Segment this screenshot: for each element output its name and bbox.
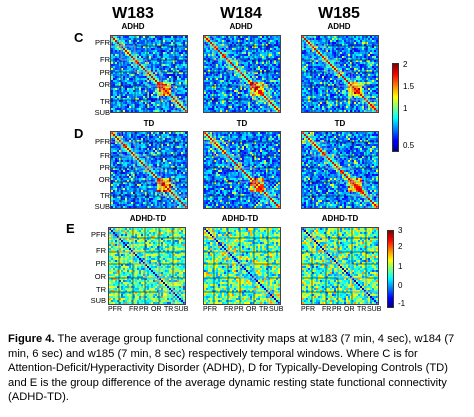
colorbar-tick: -1 xyxy=(398,299,406,308)
x-axis-labels-e2: PFR FR PR OR TR SUB xyxy=(203,306,283,316)
y-label: PFR xyxy=(95,137,110,146)
y-label: PR xyxy=(99,163,110,172)
caption-text: The average group functional connectivit… xyxy=(8,333,455,403)
condition-label-c2: ADHD xyxy=(229,22,253,31)
x-label: TR xyxy=(259,306,269,313)
colorbar-tick: 2 xyxy=(403,60,408,69)
window-title-w185: W185 xyxy=(318,5,360,22)
x-label: FR xyxy=(322,306,332,313)
y-label: FR xyxy=(100,151,110,160)
y-label: SUB xyxy=(90,296,106,305)
x-label: FR xyxy=(129,306,139,313)
x-label: PR xyxy=(332,306,342,313)
colorbar-tick: 0.5 xyxy=(403,141,415,150)
connectivity-matrix-e-w184 xyxy=(203,227,281,305)
condition-label-e1: ADHD-TD xyxy=(129,214,167,223)
y-label: OR xyxy=(98,175,110,184)
y-label: PR xyxy=(95,259,106,268)
y-label: FR xyxy=(96,246,106,255)
x-label: SUB xyxy=(174,306,189,313)
colorbar-difference xyxy=(387,230,394,308)
x-label: TR xyxy=(164,306,174,313)
x-label: FR xyxy=(224,306,234,313)
x-label: SUB xyxy=(367,306,382,313)
x-label: OR xyxy=(246,306,257,313)
connectivity-matrix-d-w185 xyxy=(301,131,379,209)
condition-label-c1: ADHD xyxy=(121,22,145,31)
figure-caption: Figure 4. The average group functional c… xyxy=(8,332,466,405)
window-title-w184: W184 xyxy=(220,5,262,22)
x-label: SUB xyxy=(269,306,284,313)
y-label: TR xyxy=(100,191,110,200)
y-label: TR xyxy=(100,97,110,106)
y-label: PFR xyxy=(95,38,110,47)
y-label: PFR xyxy=(91,230,106,239)
colorbar-tick: 3 xyxy=(398,226,403,235)
connectivity-matrix-c-w184 xyxy=(203,35,281,113)
y-label: OR xyxy=(94,272,106,281)
y-label: PR xyxy=(99,68,110,77)
connectivity-matrix-e-w185 xyxy=(301,227,379,305)
y-label: TR xyxy=(96,285,106,294)
y-label: SUB xyxy=(94,202,110,211)
x-label: TR xyxy=(357,306,367,313)
condition-label-d2: TD xyxy=(236,119,248,128)
connectivity-matrix-c-w183 xyxy=(110,35,188,113)
colorbar-tick: 1 xyxy=(398,262,403,271)
connectivity-matrix-c-w185 xyxy=(301,35,379,113)
x-axis-labels-e3: PFR FR PR OR TR SUB xyxy=(301,306,381,316)
x-axis-labels-e1: PFR FR PR OR TR SUB xyxy=(108,306,188,316)
colorbar-tick: 1 xyxy=(403,104,408,113)
condition-label-e2: ADHD-TD xyxy=(221,214,259,223)
y-label: OR xyxy=(98,80,110,89)
y-label: SUB xyxy=(94,108,110,117)
caption-label: Figure 4. xyxy=(8,333,55,345)
colorbar-normal xyxy=(392,63,399,152)
condition-label-c3: ADHD xyxy=(327,22,351,31)
condition-label-d1: TD xyxy=(143,119,155,128)
connectivity-matrix-e-w183 xyxy=(108,227,186,305)
condition-label-e3: ADHD-TD xyxy=(321,214,359,223)
row-letter-c: C xyxy=(74,30,84,45)
x-label: OR xyxy=(344,306,355,313)
connectivity-matrix-d-w183 xyxy=(110,131,188,209)
x-label: PFR xyxy=(203,306,217,313)
row-letter-e: E xyxy=(66,221,75,236)
x-label: PFR xyxy=(108,306,122,313)
x-label: OR xyxy=(151,306,162,313)
colorbar-tick: 2 xyxy=(398,242,403,251)
window-title-w183: W183 xyxy=(112,5,154,22)
x-label: PR xyxy=(234,306,244,313)
condition-label-d3: TD xyxy=(334,119,346,128)
connectivity-matrix-d-w184 xyxy=(203,131,281,209)
colorbar-tick: 1.5 xyxy=(403,82,415,91)
colorbar-tick: 0 xyxy=(398,281,403,290)
x-label: PR xyxy=(139,306,149,313)
row-letter-d: D xyxy=(74,126,84,141)
y-label: FR xyxy=(100,55,110,64)
x-label: PFR xyxy=(301,306,315,313)
